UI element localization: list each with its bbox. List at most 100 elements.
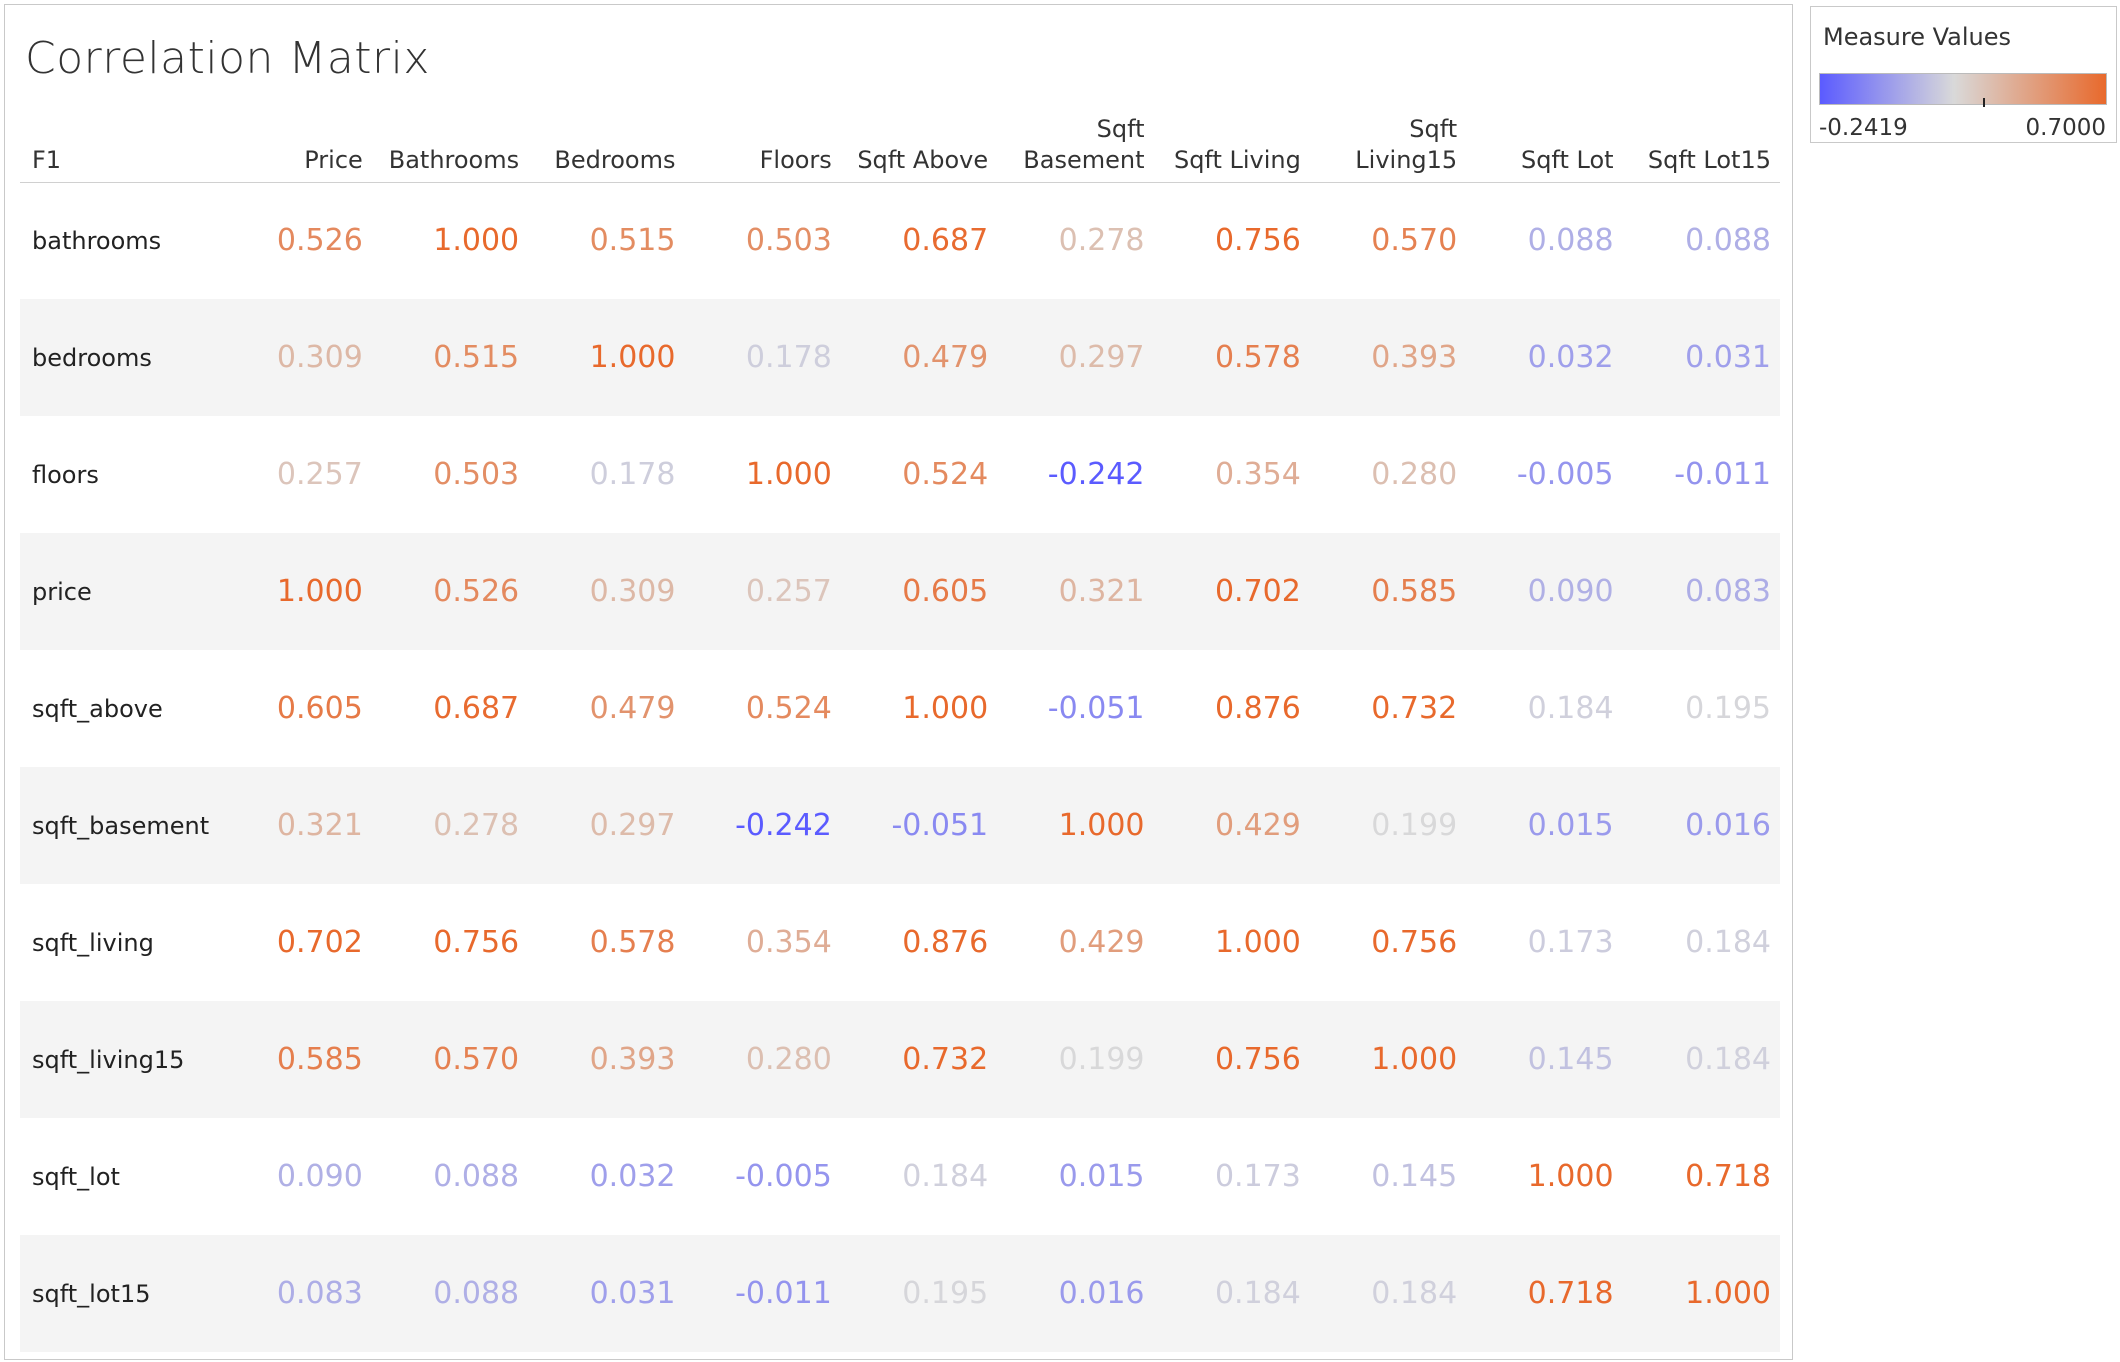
matrix-cell[interactable]: 0.756 bbox=[1153, 1001, 1310, 1118]
matrix-cell[interactable]: 1.000 bbox=[433, 223, 520, 259]
matrix-cell[interactable]: 0.393 bbox=[1309, 299, 1467, 416]
matrix-cell[interactable]: 0.526 bbox=[276, 223, 363, 259]
matrix-cell[interactable]: 0.756 bbox=[1371, 925, 1458, 960]
matrix-cell[interactable]: 1.000 bbox=[1527, 1159, 1614, 1194]
matrix-cell[interactable]: 0.199 bbox=[997, 1001, 1154, 1118]
matrix-cell[interactable]: 0.687 bbox=[433, 691, 520, 726]
matrix-cell[interactable]: 0.503 bbox=[433, 457, 520, 492]
matrix-cell[interactable]: 0.570 bbox=[371, 1001, 529, 1118]
matrix-cell[interactable]: -0.011 bbox=[1674, 457, 1771, 492]
column-header-sqft-above[interactable]: Sqft Above bbox=[840, 110, 998, 183]
matrix-cell[interactable]: 0.578 bbox=[589, 925, 676, 960]
matrix-cell[interactable]: 0.173 bbox=[1214, 1159, 1301, 1194]
matrix-cell[interactable]: 0.184 bbox=[1153, 1235, 1310, 1352]
column-header-sqft-living[interactable]: Sqft Living bbox=[1153, 110, 1310, 183]
matrix-cell[interactable]: 0.088 bbox=[1685, 223, 1771, 259]
column-header-sqft-lot15[interactable]: Sqft Lot15 bbox=[1622, 110, 1780, 183]
matrix-cell[interactable]: 0.526 bbox=[371, 533, 529, 650]
matrix-cell[interactable]: 0.016 bbox=[1622, 767, 1780, 884]
matrix-cell[interactable]: 1.000 bbox=[902, 691, 989, 726]
matrix-cell[interactable]: 0.184 bbox=[1527, 691, 1614, 726]
column-header-sqft-lot[interactable]: Sqft Lot bbox=[1466, 110, 1623, 183]
matrix-cell[interactable]: 1.000 bbox=[745, 457, 832, 492]
column-header-sqft-living15[interactable]: Sqft Living15 bbox=[1309, 110, 1467, 183]
matrix-cell[interactable]: -0.051 bbox=[1047, 691, 1145, 726]
matrix-cell[interactable]: 0.015 bbox=[1058, 1159, 1145, 1194]
matrix-cell[interactable]: 0.756 bbox=[433, 925, 520, 960]
matrix-cell[interactable]: 0.393 bbox=[528, 1001, 685, 1118]
matrix-cell[interactable]: 0.178 bbox=[589, 457, 676, 492]
matrix-cell[interactable]: 0.876 bbox=[1214, 691, 1301, 726]
matrix-cell[interactable]: 0.088 bbox=[371, 1235, 529, 1352]
matrix-cell[interactable]: 0.702 bbox=[276, 925, 363, 960]
matrix-cell[interactable]: 0.083 bbox=[1622, 533, 1780, 650]
matrix-cell[interactable]: 0.321 bbox=[215, 767, 372, 884]
matrix-cell[interactable]: 0.578 bbox=[1153, 299, 1310, 416]
matrix-cell[interactable]: -0.011 bbox=[684, 1235, 841, 1352]
column-header-bathrooms[interactable]: Bathrooms bbox=[371, 110, 529, 183]
matrix-cell[interactable]: 0.088 bbox=[433, 1159, 520, 1194]
matrix-cell[interactable]: -0.242 bbox=[684, 767, 841, 884]
matrix-cell[interactable]: 0.297 bbox=[528, 767, 685, 884]
matrix-cell[interactable]: 0.031 bbox=[1622, 299, 1780, 416]
matrix-cell[interactable]: 0.718 bbox=[1466, 1235, 1623, 1352]
matrix-cell[interactable]: 1.000 bbox=[1214, 925, 1301, 960]
row-header-label[interactable]: F1 bbox=[20, 110, 216, 183]
matrix-cell[interactable]: 0.605 bbox=[840, 533, 998, 650]
matrix-cell[interactable]: 0.876 bbox=[902, 925, 989, 960]
row-label-sqft-living[interactable]: sqft_living bbox=[32, 928, 154, 957]
matrix-cell[interactable]: 0.297 bbox=[997, 299, 1154, 416]
matrix-cell[interactable]: 0.199 bbox=[1309, 767, 1467, 884]
row-label-price[interactable]: price bbox=[20, 533, 216, 650]
matrix-cell[interactable]: -0.005 bbox=[735, 1159, 832, 1194]
matrix-cell[interactable]: 0.016 bbox=[997, 1235, 1154, 1352]
row-label-bedrooms[interactable]: bedrooms bbox=[20, 299, 216, 416]
row-label-sqft-living15[interactable]: sqft_living15 bbox=[20, 1001, 216, 1118]
matrix-cell[interactable]: 0.524 bbox=[902, 457, 989, 492]
matrix-cell[interactable]: 0.015 bbox=[1466, 767, 1623, 884]
column-header-floors[interactable]: Floors bbox=[684, 110, 841, 183]
matrix-cell[interactable]: 1.000 bbox=[1309, 1001, 1467, 1118]
matrix-cell[interactable]: 1.000 bbox=[528, 299, 685, 416]
matrix-cell[interactable]: 0.173 bbox=[1527, 925, 1614, 960]
matrix-cell[interactable]: 0.178 bbox=[684, 299, 841, 416]
matrix-cell[interactable]: 0.524 bbox=[745, 691, 832, 726]
matrix-cell[interactable]: 0.479 bbox=[589, 691, 676, 726]
matrix-cell[interactable]: 0.280 bbox=[1371, 457, 1458, 492]
matrix-cell[interactable]: 0.515 bbox=[589, 223, 676, 259]
matrix-cell[interactable]: 0.032 bbox=[589, 1159, 676, 1194]
row-label-sqft-basement[interactable]: sqft_basement bbox=[20, 767, 216, 884]
matrix-cell[interactable]: 0.278 bbox=[371, 767, 529, 884]
matrix-cell[interactable]: 0.585 bbox=[1309, 533, 1467, 650]
row-label-bathrooms[interactable]: bathrooms bbox=[32, 226, 162, 255]
matrix-cell[interactable]: 0.429 bbox=[1058, 925, 1145, 960]
matrix-cell[interactable]: -0.242 bbox=[1047, 457, 1145, 492]
matrix-cell[interactable]: 0.718 bbox=[1685, 1159, 1771, 1194]
matrix-cell[interactable]: 0.503 bbox=[745, 223, 832, 259]
column-header-bedrooms[interactable]: Bedrooms bbox=[528, 110, 685, 183]
column-header-price[interactable]: Price bbox=[215, 110, 372, 183]
matrix-cell[interactable]: 0.032 bbox=[1466, 299, 1623, 416]
matrix-cell[interactable]: 0.195 bbox=[840, 1235, 998, 1352]
matrix-cell[interactable]: 0.687 bbox=[902, 223, 989, 259]
row-label-sqft-lot15[interactable]: sqft_lot15 bbox=[20, 1235, 216, 1352]
matrix-cell[interactable]: 0.479 bbox=[840, 299, 998, 416]
matrix-cell[interactable]: -0.051 bbox=[840, 767, 998, 884]
matrix-cell[interactable]: 0.756 bbox=[1214, 223, 1301, 259]
matrix-cell[interactable]: 1.000 bbox=[215, 533, 372, 650]
matrix-cell[interactable]: 0.184 bbox=[1309, 1235, 1467, 1352]
matrix-cell[interactable]: 0.090 bbox=[1466, 533, 1623, 650]
matrix-cell[interactable]: 0.184 bbox=[1685, 925, 1771, 960]
matrix-cell[interactable]: 0.145 bbox=[1371, 1159, 1458, 1194]
matrix-cell[interactable]: 0.321 bbox=[997, 533, 1154, 650]
matrix-cell[interactable]: 0.515 bbox=[371, 299, 529, 416]
row-label-sqft-above[interactable]: sqft_above bbox=[32, 694, 163, 723]
matrix-cell[interactable]: 0.184 bbox=[902, 1159, 989, 1194]
matrix-cell[interactable]: 0.354 bbox=[1214, 457, 1301, 492]
matrix-cell[interactable]: 0.309 bbox=[215, 299, 372, 416]
matrix-cell[interactable]: 0.083 bbox=[215, 1235, 372, 1352]
column-header-sqft-basement[interactable]: Sqft Basement bbox=[997, 110, 1154, 183]
matrix-cell[interactable]: 0.309 bbox=[528, 533, 685, 650]
matrix-cell[interactable]: 0.732 bbox=[1371, 691, 1458, 726]
matrix-cell[interactable]: 0.257 bbox=[276, 457, 363, 492]
